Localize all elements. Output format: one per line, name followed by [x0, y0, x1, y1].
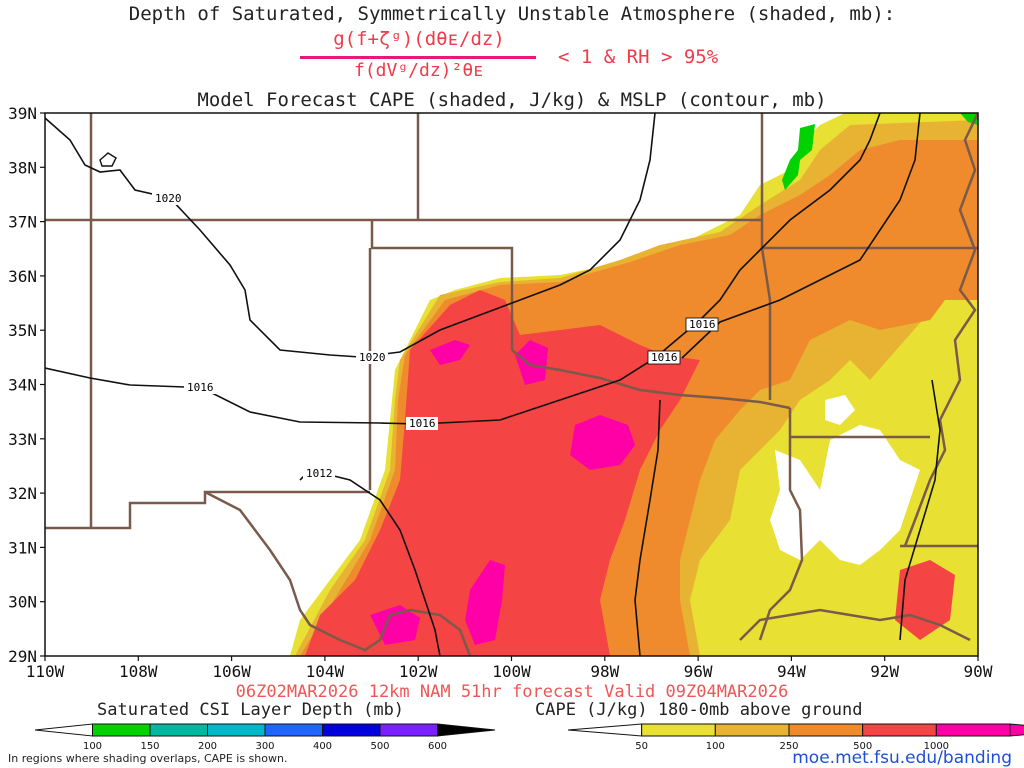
cape-shading-red-east	[895, 560, 955, 640]
isobar-label-text: 1020	[155, 192, 182, 205]
lat-tick-label: 31N	[8, 538, 37, 557]
cape-shading-magenta-3	[430, 340, 470, 365]
lat-tick-label: 37N	[8, 213, 37, 232]
colorbar-under-arrow	[567, 723, 643, 737]
lon-tick-label: 90W	[964, 662, 993, 681]
isobar-label-text: 1020	[359, 351, 386, 364]
isobar-label-1: 1020	[152, 192, 184, 205]
csi-colorbar-title: Saturated CSI Layer Depth (mb)	[97, 700, 405, 720]
lon-tick-label: 98W	[590, 662, 619, 681]
colorbar-swatch	[92, 723, 151, 737]
isobar-label-text: 1012	[306, 467, 333, 480]
lon-tick-label: 104W	[306, 662, 345, 681]
colorbar-tick-label: 1000	[924, 741, 949, 752]
isobar-label-4: 1016	[406, 417, 438, 430]
formula-condition: < 1 & RH > 95%	[558, 46, 719, 68]
isobar-label-5: 1016	[647, 350, 681, 365]
lon-tick-label: 108W	[119, 662, 158, 681]
lon-tick-label: 102W	[399, 662, 438, 681]
formula-numerator: g(f+ζᵍ)(dθᴇ/dz)	[333, 28, 505, 50]
cape-colorbar-title: CAPE (J/kg) 180-0mb above ground	[535, 700, 863, 720]
isobar-labels: 1020 1020 1016 1016 1016 1016 1012	[152, 192, 719, 480]
cape-shading-magenta-1	[515, 340, 548, 385]
isobar-label-7: 1012	[303, 467, 335, 480]
colorbar-tick-label: 200	[198, 741, 217, 752]
map-layers	[45, 113, 978, 656]
colorbar-tick-label: 300	[255, 741, 274, 752]
colorbar-tick-label: 50	[635, 741, 648, 752]
cape-gap-arkansas	[825, 395, 855, 425]
lat-tick-label: 39N	[8, 104, 37, 123]
lat-tick-label: 38N	[8, 158, 37, 177]
colorbar-swatch	[641, 723, 716, 737]
formula-fraction-bar	[300, 56, 536, 59]
formula-denominator: f(dVᵍ/dz)²θᴇ	[353, 60, 484, 81]
isobar-label-6: 1016	[685, 317, 719, 332]
source-url[interactable]: moe.met.fsu.edu/banding	[792, 748, 1012, 768]
colorbar-swatch	[935, 723, 1011, 737]
colorbar-tick-label: 250	[779, 741, 798, 752]
lon-tick-label: 92W	[870, 662, 899, 681]
colorbar-tick-label: 100	[83, 741, 102, 752]
colorbar-over-arrow	[1009, 723, 1024, 737]
longitude-axis: 110W 108W 106W 104W 102W 100W 98W 96W 94W 92W 90W	[26, 656, 993, 681]
lon-tick-label: 110W	[26, 662, 65, 681]
isobar-label-3: 1016	[184, 381, 216, 394]
lat-tick-label: 32N	[8, 484, 37, 503]
lat-tick-label: 30N	[8, 593, 37, 612]
lon-tick-label: 106W	[212, 662, 251, 681]
isobar-label-text: 1016	[187, 381, 214, 394]
isobar-label-text: 1016	[689, 318, 716, 331]
colorbar-swatch	[788, 723, 864, 737]
colorbar-tick-label: 400	[313, 741, 332, 752]
title-line-2: Model Forecast CAPE (shaded, J/kg) & MSL…	[197, 89, 827, 111]
small-contour-loops	[99, 152, 117, 167]
run-info: 06Z02MAR2026 12km NAM 51hr forecast Vali…	[235, 682, 789, 702]
csi-shading-green	[782, 124, 815, 190]
colorbar-tick-label: 500	[370, 741, 389, 752]
colorbar-swatch	[437, 723, 496, 737]
lat-tick-label: 29N	[8, 647, 37, 666]
colorbar-tick-label: 600	[428, 741, 447, 752]
colorbar-swatch	[862, 723, 937, 737]
lat-tick-label: 35N	[8, 321, 37, 340]
isobar-label-2: 1020	[356, 351, 388, 364]
colorbar-under-arrow	[34, 723, 93, 737]
cape-shading-magenta-2	[570, 415, 635, 470]
lon-tick-label: 96W	[684, 662, 713, 681]
cape-gap-louisiana	[770, 425, 920, 565]
latitude-axis: 39N 38N 37N 36N 35N 34N 33N 32N 31N 30N 29N	[8, 104, 45, 666]
colorbar-swatch	[149, 723, 208, 737]
title-line-1: Depth of Saturated, Symmetrically Unstab…	[128, 3, 896, 25]
lat-tick-label: 34N	[8, 376, 37, 395]
cape-shading-magenta-4	[465, 560, 505, 645]
colorbar-swatch	[379, 723, 438, 737]
lat-tick-label: 33N	[8, 430, 37, 449]
colorbar-swatch	[714, 723, 790, 737]
colorbar-tick-label: 500	[853, 741, 872, 752]
colorbar-swatch	[322, 723, 381, 737]
lon-tick-label: 100W	[492, 662, 531, 681]
isobar-label-text: 1016	[409, 417, 436, 430]
cape-shading-red	[305, 290, 700, 656]
colorbar-tick-label: 100	[706, 741, 725, 752]
csi-colorbar: 100 150 200 300 400 500 600	[34, 723, 496, 752]
colorbar-tick-label: 150	[140, 741, 159, 752]
colorbar-swatch	[264, 723, 323, 737]
lon-tick-label: 94W	[777, 662, 806, 681]
lat-tick-label: 36N	[8, 267, 37, 286]
isobar-label-text: 1016	[651, 351, 678, 364]
colorbar-swatch	[207, 723, 266, 737]
footnote: In regions where shading overlaps, CAPE …	[8, 752, 288, 765]
cape-colorbar: 50 100 250 500 1000	[567, 723, 1024, 752]
